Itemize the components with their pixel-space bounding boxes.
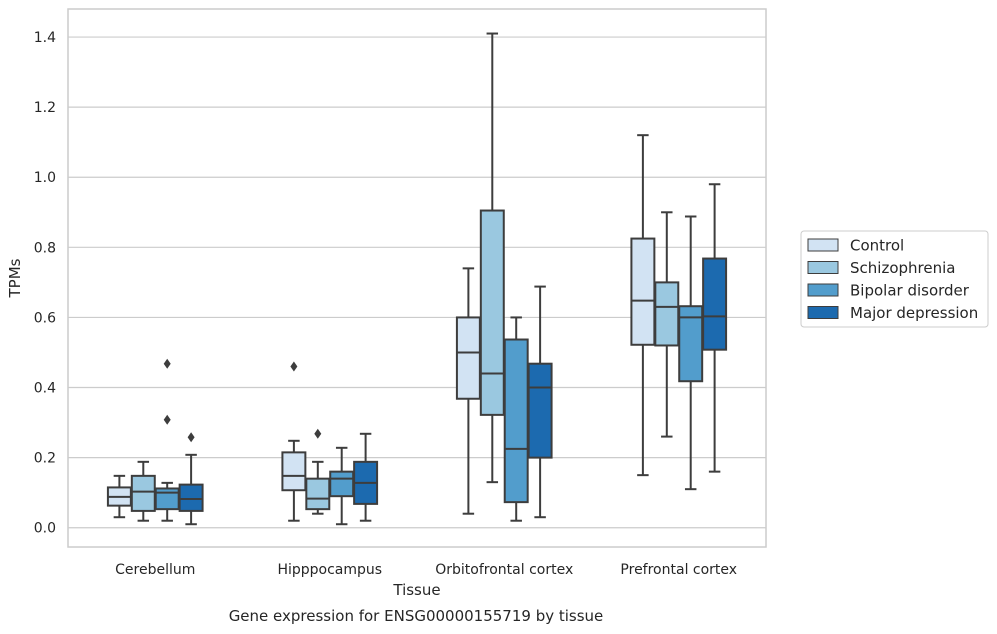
box	[305, 477, 331, 511]
y-tick-label: 0.4	[34, 381, 56, 397]
x-tick-labels: Cerebellum Hipppocampus Orbitofrontal cort…	[115, 562, 737, 578]
box-group	[353, 432, 379, 522]
box-group	[479, 32, 505, 484]
legend-frame	[800, 230, 989, 328]
box-group	[178, 432, 204, 526]
grid-lines	[68, 36, 766, 529]
box	[702, 257, 728, 351]
y-tick-label: 0.2	[34, 451, 56, 467]
outlier-point	[187, 432, 195, 443]
box-group	[455, 267, 481, 515]
legend-swatch	[807, 261, 839, 274]
x-tick-label: Orbitofrontal cortex	[435, 562, 573, 578]
box	[503, 338, 529, 504]
x-axis-title: Tissue	[392, 581, 440, 599]
box-group	[106, 474, 132, 519]
box-group	[329, 446, 355, 526]
box	[630, 237, 656, 346]
legend-swatch	[807, 306, 839, 319]
box	[281, 451, 307, 492]
box-group	[702, 183, 728, 473]
box-group	[527, 285, 553, 519]
box	[527, 362, 553, 459]
box	[479, 209, 505, 416]
legend: Control Schizophrenia Bipolar disorder Majo…	[800, 230, 989, 328]
outlier-point	[314, 428, 322, 439]
legend-label: Control	[850, 237, 904, 255]
y-tick-label: 1.4	[34, 30, 56, 46]
plot-frame	[67, 8, 767, 548]
y-tick-label: 1.0	[34, 170, 56, 186]
box-group	[281, 361, 307, 522]
outlier-point	[290, 361, 298, 372]
box	[455, 316, 481, 400]
legend-label: Major depression	[850, 304, 978, 322]
box	[329, 470, 355, 498]
box-group	[654, 211, 680, 438]
x-tick-label: Prefrontal cortex	[620, 562, 737, 578]
x-tick-label: Cerebellum	[115, 562, 195, 578]
box-group	[630, 134, 656, 477]
y-tick-labels: 0.0 0.2 0.4 0.6 0.8 1.0 1.2 1.4	[34, 30, 56, 537]
box-group	[130, 460, 156, 522]
box-group	[678, 215, 704, 491]
box	[178, 483, 204, 512]
box-group	[305, 428, 331, 515]
box	[130, 474, 156, 512]
legend-label: Schizophrenia	[850, 259, 955, 277]
legend-swatch	[807, 238, 839, 252]
y-tick-label: 0.8	[34, 240, 56, 256]
box	[154, 487, 180, 511]
box-group	[154, 358, 180, 522]
legend-label: Bipolar disorder	[850, 282, 970, 300]
x-tick-label: Hipppocampus	[277, 562, 382, 578]
box	[654, 281, 680, 347]
y-tick-label: 0.0	[34, 521, 56, 537]
y-tick-label: 0.6	[34, 310, 56, 326]
legend-swatch	[807, 283, 839, 297]
y-tick-label: 1.2	[34, 100, 56, 116]
y-axis-title: TPMs	[6, 258, 24, 298]
outlier-point	[163, 414, 171, 425]
chart-caption: Gene expression for ENSG00000155719 by t…	[229, 607, 604, 625]
box-group	[503, 316, 529, 522]
box-groups	[106, 32, 728, 526]
outlier-point	[163, 358, 171, 369]
